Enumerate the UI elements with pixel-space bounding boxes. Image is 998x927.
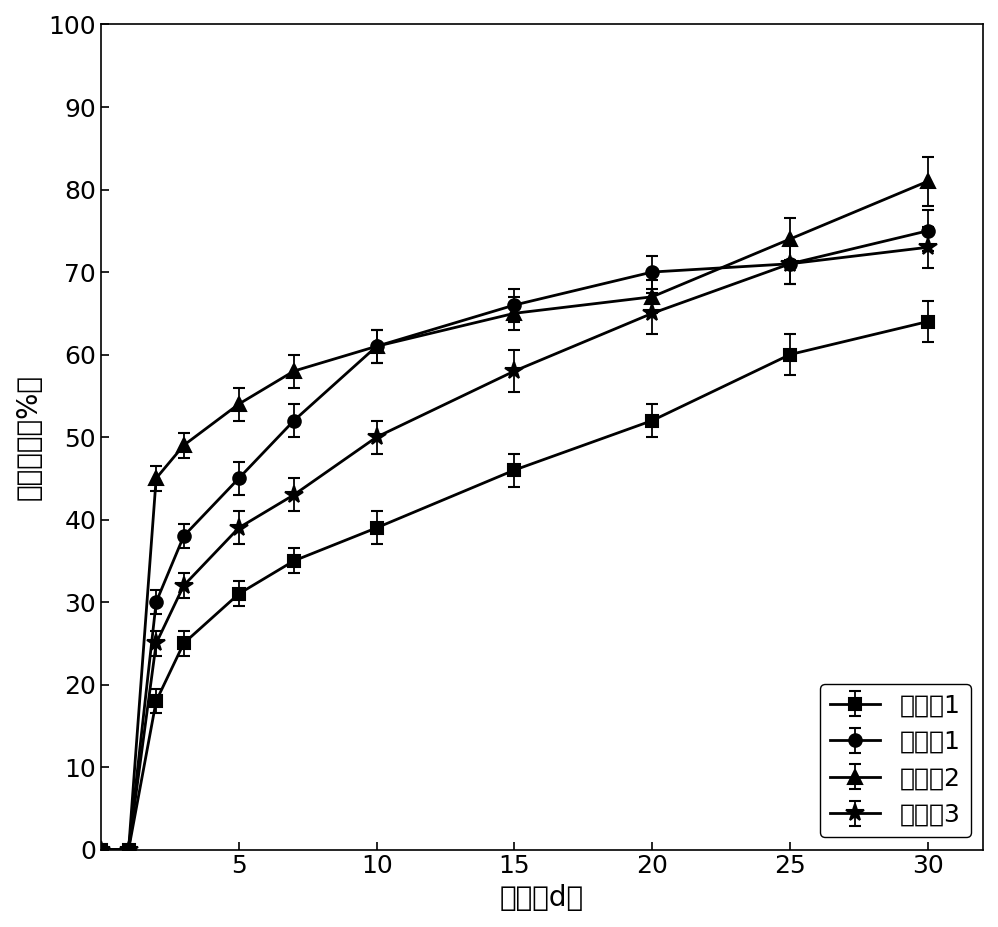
Legend: 实施例1, 对比例1, 对比例2, 对比例3: 实施例1, 对比例1, 对比例2, 对比例3 — [819, 683, 970, 837]
X-axis label: 时间（d）: 时间（d） — [500, 884, 584, 912]
Y-axis label: 硅释放率（%）: 硅释放率（%） — [15, 374, 43, 500]
